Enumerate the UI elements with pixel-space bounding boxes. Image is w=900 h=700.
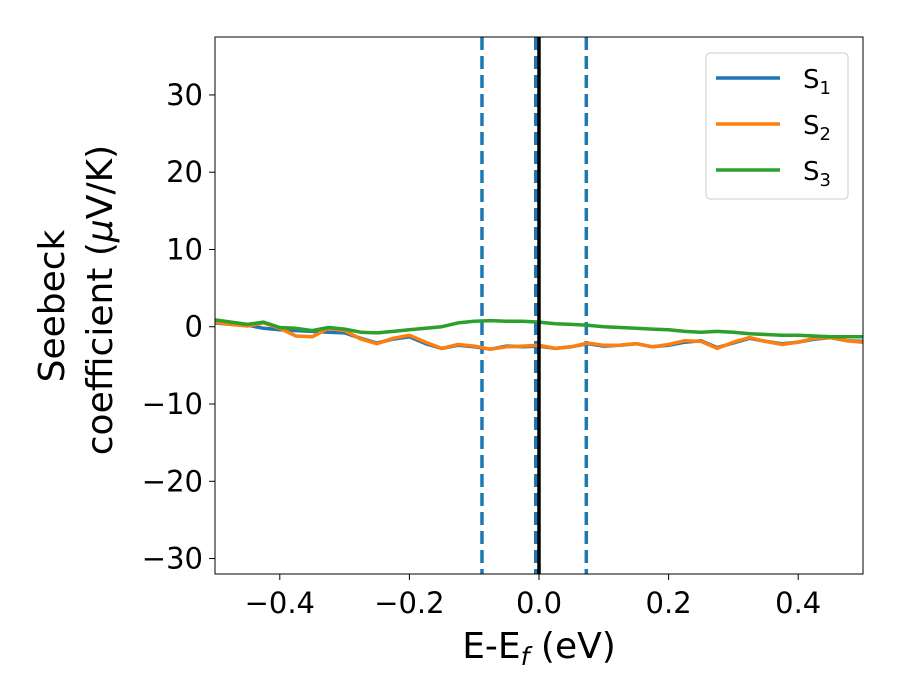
x-tick-label: −0.4 [245, 586, 315, 620]
y-tick-label: −30 [142, 542, 203, 576]
legend: S1 S2 S3 [705, 52, 849, 200]
legend-label-s1: S1 [803, 65, 831, 99]
y-tick-label: 30 [166, 78, 203, 112]
y-axis-label: Seebeck coefficient (μV/K) [32, 145, 121, 455]
x-axis-ticks: −0.4 −0.2 0.0 0.2 0.4 [245, 574, 821, 620]
x-tick-label: 0.0 [516, 586, 562, 620]
y-tick-label: 0 [185, 310, 203, 344]
y-tick-label: −20 [142, 464, 203, 498]
x-tick-label: 0.4 [775, 586, 821, 620]
x-tick-label: −0.2 [374, 586, 444, 620]
y-axis-label-line1: Seebeck [32, 229, 73, 382]
x-axis-label: E-Ef (eV) [462, 626, 616, 671]
y-tick-label: −10 [142, 387, 203, 421]
vertical-markers [480, 37, 589, 574]
x-tick-label: 0.2 [646, 586, 692, 620]
y-tick-label: 10 [166, 232, 203, 266]
y-axis-label-line2: coefficient (μV/K) [80, 145, 121, 455]
legend-label-s3: S3 [803, 157, 831, 191]
y-tick-label: 20 [166, 155, 203, 189]
legend-box [705, 52, 849, 200]
y-axis-ticks: 30 20 10 0 −10 −20 −30 [142, 78, 215, 576]
legend-label-s2: S2 [803, 111, 831, 145]
